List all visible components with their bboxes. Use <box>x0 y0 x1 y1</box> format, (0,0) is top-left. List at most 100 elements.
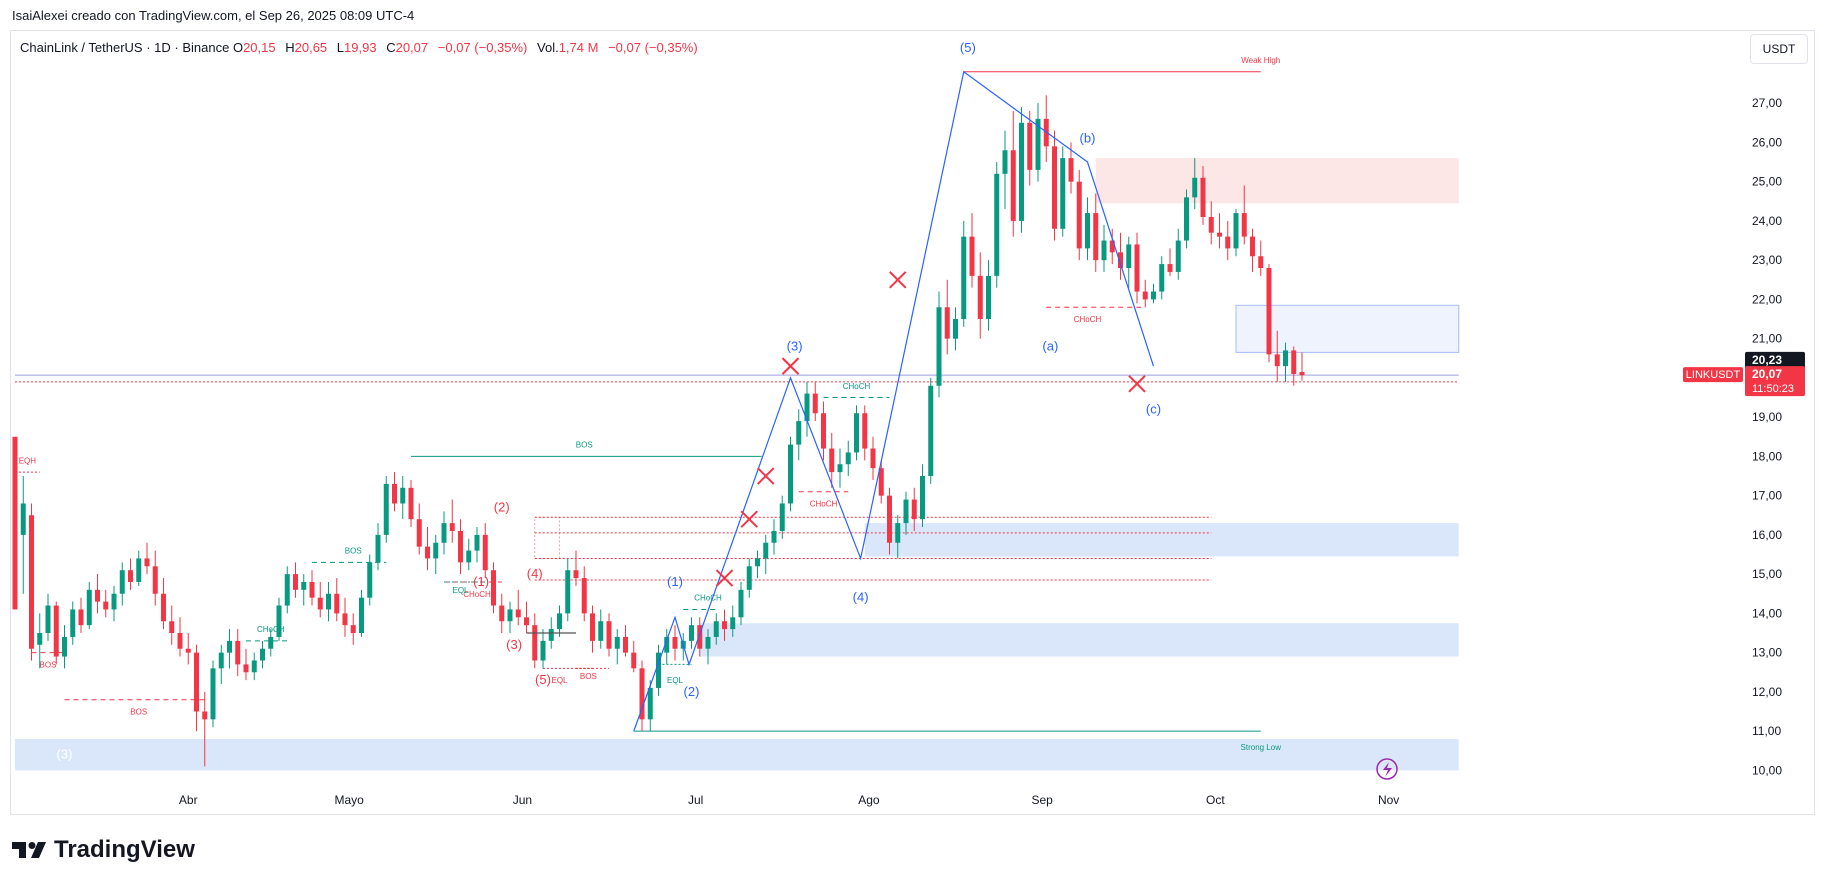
candle-body <box>623 636 628 653</box>
candle-body <box>1283 350 1288 367</box>
candle-body <box>821 413 826 449</box>
candle-body <box>771 530 777 543</box>
candle-body <box>392 483 397 504</box>
candle-body <box>1142 291 1148 300</box>
candle-body <box>466 550 472 563</box>
legend-volume-change: −0,07 (−0,35%) <box>608 40 698 55</box>
lightning-icon <box>1376 758 1398 780</box>
candle-body <box>944 307 950 339</box>
structure-label: Strong Low <box>1241 743 1282 752</box>
cross-mark <box>781 357 800 375</box>
candle-body <box>45 605 51 634</box>
candle-body <box>647 687 653 720</box>
y-tick-label: 15,00 <box>1752 567 1782 581</box>
candle-body <box>202 711 208 720</box>
y-tick-label: 16,00 <box>1752 528 1782 542</box>
candle-body <box>37 633 43 645</box>
candle-body <box>1134 244 1140 292</box>
y-tick-label: 18,00 <box>1752 449 1782 463</box>
wave-label: (4) <box>527 566 543 581</box>
y-tick-label: 22,00 <box>1752 292 1782 306</box>
legend-symbol[interactable]: ChainLink / TetherUS · 1D · Binance <box>20 40 230 55</box>
candle-body <box>614 636 620 649</box>
candle-body <box>689 625 694 641</box>
wave-label: (2) <box>684 684 700 699</box>
structure-label: CHoCH <box>694 594 722 603</box>
candle-body <box>416 519 422 547</box>
structure-label: Weak High <box>1241 56 1280 65</box>
candle-body <box>969 236 975 276</box>
candle-body <box>458 530 463 563</box>
candle-body <box>1109 240 1115 253</box>
candle-body <box>1266 268 1272 355</box>
candle-body <box>887 495 892 543</box>
candle-body <box>936 307 942 386</box>
candle-body <box>870 448 876 469</box>
y-tick-label: 12,00 <box>1752 685 1782 699</box>
candle-body <box>449 523 455 531</box>
wave-label: (3) <box>506 637 522 652</box>
structure-label: BOS <box>576 441 593 450</box>
candle-body <box>293 574 298 590</box>
y-tick-label: 21,00 <box>1752 332 1782 346</box>
cross-mark <box>1128 375 1146 393</box>
candle-body <box>664 636 670 653</box>
ref-box <box>534 516 560 559</box>
structure-label: EQH <box>19 456 37 465</box>
candle-body <box>1258 256 1264 269</box>
candle-body <box>581 578 587 614</box>
candle-body <box>301 581 307 590</box>
candle-body <box>812 393 818 414</box>
tradingview-logo[interactable]: TradingView <box>12 836 195 864</box>
x-tick-label: Ago <box>858 793 880 807</box>
legend-l-label: L <box>336 40 345 55</box>
candle-body <box>317 597 323 610</box>
candle-body <box>598 621 604 641</box>
candle-body <box>977 275 983 320</box>
candle-body <box>309 581 315 598</box>
structure-label: CHoCH <box>1074 315 1102 324</box>
candle-body <box>95 589 100 602</box>
candle-body <box>548 629 554 641</box>
zone-blue_outline <box>1235 304 1460 353</box>
candle-body <box>837 464 843 473</box>
candle-body <box>169 621 175 634</box>
candle-body <box>788 444 793 504</box>
candle-body <box>1250 236 1255 257</box>
zone-blue <box>864 523 1459 557</box>
y-tick-label: 27,00 <box>1752 96 1782 110</box>
wave-label: (3) <box>57 747 73 762</box>
symbol-price-tag <box>1683 367 1743 383</box>
candle-body <box>482 534 488 571</box>
candle-body <box>1068 158 1074 182</box>
bar-countdown: 11:50:23 <box>1752 383 1794 395</box>
last-price-tag <box>1745 366 1805 397</box>
cross-mark <box>740 510 758 528</box>
candle-body <box>738 589 744 618</box>
candle-body <box>507 609 513 622</box>
candle-body <box>1233 213 1239 249</box>
wave-label: (a) <box>1042 339 1058 354</box>
candle-body <box>103 601 109 610</box>
candle-body <box>573 570 579 579</box>
x-tick-label: Mayo <box>334 793 364 807</box>
legend-h-label: H <box>285 40 295 55</box>
candle-body <box>210 668 216 720</box>
currency-button[interactable]: USDT <box>1750 34 1808 64</box>
candle-body <box>845 452 851 465</box>
candle-body <box>606 621 612 649</box>
legend-close: 20,07 <box>395 40 429 55</box>
candle-body <box>697 625 703 649</box>
candle-body <box>144 558 150 567</box>
symbol-name-label: LINKUSDT <box>1686 369 1741 381</box>
candle-body <box>903 499 909 524</box>
candle-body <box>1175 240 1181 272</box>
y-tick-label: 13,00 <box>1752 646 1782 660</box>
candle-body <box>1208 216 1214 233</box>
elliott-wave-line <box>633 70 1155 732</box>
zone-blue <box>15 738 1459 771</box>
wave-label: (c) <box>1146 401 1161 416</box>
candle-body <box>1085 213 1090 249</box>
candle-body <box>1126 244 1132 269</box>
